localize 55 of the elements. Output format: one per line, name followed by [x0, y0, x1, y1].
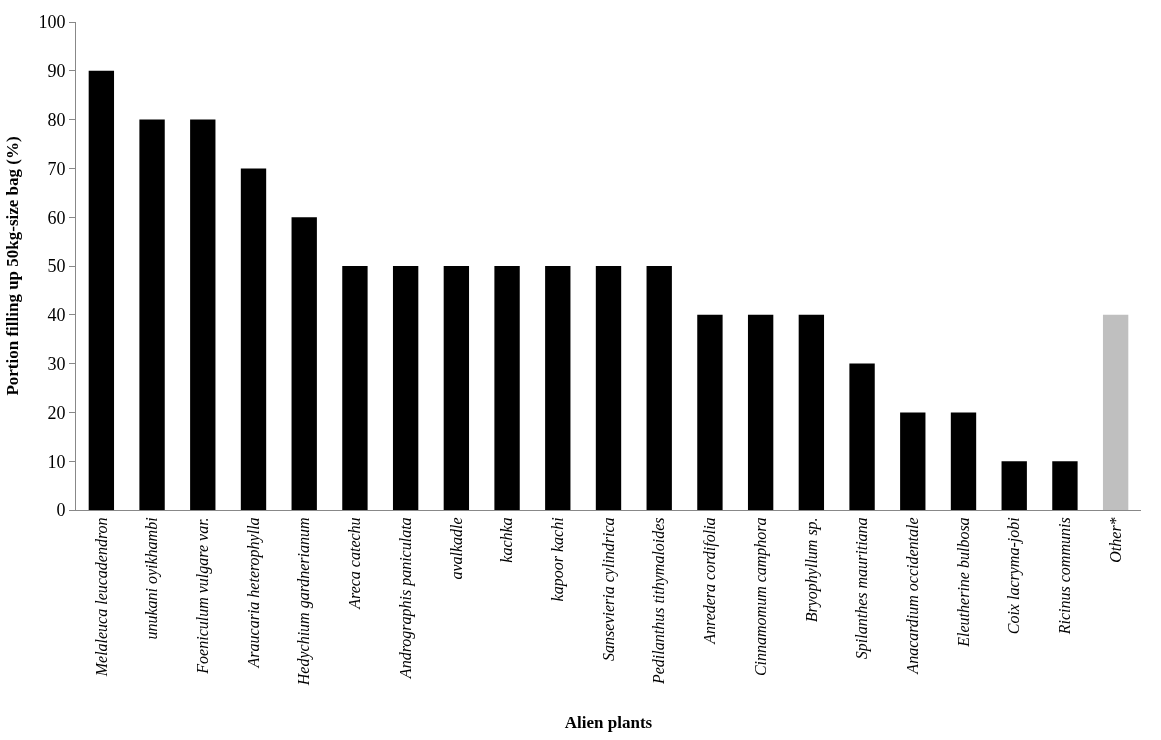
bar [240, 168, 267, 510]
x-tick-label: Areca catechu [346, 517, 364, 610]
bar [342, 266, 368, 510]
y-tick-label: 100 [38, 12, 66, 33]
x-tick-label: Anredera cordifolia [701, 517, 720, 645]
x-tick-label: unukani oyikhambi [143, 517, 162, 640]
x-tick-label: Spilanthes mauritiana [853, 517, 872, 660]
bar [697, 314, 723, 510]
bar [291, 217, 317, 510]
x-tick-label: Coix lacryma-jobi [1005, 517, 1024, 635]
y-tick-label: 40 [47, 305, 66, 326]
x-tick-label: kachka [498, 517, 516, 563]
x-tick-label: Melaleuca leucadendron [92, 517, 110, 678]
x-tick-label: Other* [1106, 517, 1124, 563]
bar [392, 266, 419, 510]
bar [900, 412, 926, 510]
bar [494, 266, 520, 510]
y-tick-label: 50 [47, 256, 66, 277]
bar [190, 119, 216, 510]
x-tick-label: Ricinus communis [1056, 517, 1074, 636]
bar [798, 314, 825, 510]
x-tick-label: kapoor kachi [548, 517, 567, 602]
x-axis-title: Alien plants [564, 712, 653, 732]
y-axis-title: Portion filling up 50kg-size bag (%) [2, 136, 22, 396]
bar [139, 119, 165, 510]
y-tick-label: 10 [47, 451, 66, 472]
y-tick-label: 0 [56, 500, 66, 521]
x-tick-label: Eleutherine bulbosa [954, 517, 972, 648]
bar [950, 412, 977, 510]
x-tick-label: Foeniculum vulgare var. [193, 517, 212, 675]
bar [545, 266, 571, 510]
y-tick-label: 80 [47, 109, 66, 130]
y-tick-label: 90 [47, 61, 66, 82]
bar [595, 266, 622, 510]
y-tick-label: 70 [47, 158, 66, 179]
bar [1102, 314, 1129, 510]
y-tick-label: 30 [47, 353, 66, 374]
x-tick-label: Andrographis paniculata [396, 517, 415, 680]
y-tick-label: 20 [47, 402, 66, 423]
bar [443, 266, 470, 510]
x-tick-label: Pedilanthus tithymaloides [650, 517, 669, 686]
bar [1052, 461, 1078, 510]
x-tick-label: Anacardium occidentale [903, 517, 921, 675]
x-tick-label: avalkadle [447, 517, 465, 580]
x-tick-label: Sansevieria cylindrica [599, 517, 618, 661]
bar [1001, 461, 1027, 510]
x-tick-label: Araucaria heterophylla [244, 517, 263, 669]
x-tick-label: Bryophyllum sp. [802, 517, 821, 623]
bar [849, 363, 875, 510]
y-tick-label: 60 [47, 207, 66, 228]
bar [747, 314, 774, 510]
bar [646, 266, 672, 510]
x-tick-label: Cinnamomum camphora [751, 517, 770, 677]
x-tick-label: Hedychium gardnerianum [295, 517, 314, 687]
bar [88, 70, 115, 510]
